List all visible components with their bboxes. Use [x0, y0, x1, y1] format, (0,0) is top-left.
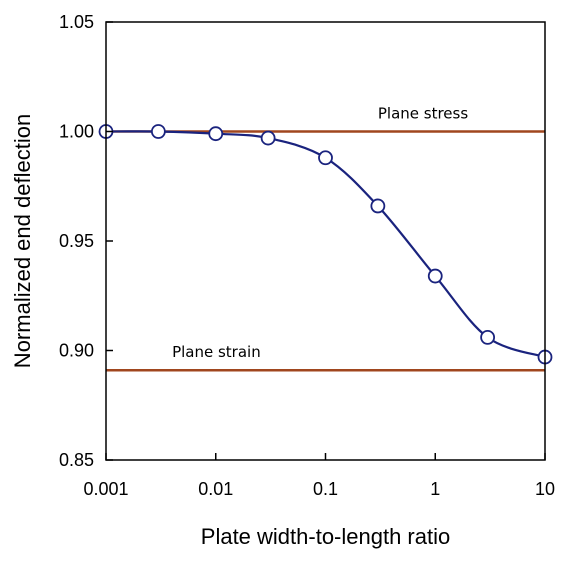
y-tick-label: 1.00	[59, 122, 94, 142]
x-tick-label: 0.01	[198, 479, 233, 499]
reference-line-label: Plane strain	[172, 343, 261, 361]
reference-line-label: Plane stress	[378, 105, 468, 123]
data-point	[150, 124, 166, 139]
x-axis-title: Plate width-to-length ratio	[201, 524, 450, 549]
x-tick-label: 0.1	[313, 479, 338, 499]
plot-frame	[105, 21, 546, 461]
series-layer	[98, 124, 553, 365]
x-tick-label: 10	[535, 479, 555, 499]
y-tick-label: 0.85	[59, 450, 94, 470]
x-tick-label: 1	[430, 479, 440, 499]
data-point	[427, 268, 443, 284]
y-tick-label: 0.95	[59, 231, 94, 251]
reference-lines: Plane stress Plane strain	[106, 105, 545, 372]
y-tick-label: 0.90	[59, 341, 94, 361]
data-point	[370, 198, 386, 214]
y-axis-title: Normalized end deflection	[10, 114, 35, 368]
axis-ticks: 0.001 0.01 0.1 1 10 0.85 0.90 0.95 1.00 1.05	[59, 12, 555, 499]
data-point	[208, 126, 224, 142]
data-point	[480, 329, 496, 345]
data-point	[318, 150, 333, 166]
x-tick-label: 0.001	[83, 479, 128, 499]
data-point	[260, 130, 276, 146]
series-line	[105, 130, 546, 359]
y-tick-label: 1.05	[59, 12, 94, 32]
